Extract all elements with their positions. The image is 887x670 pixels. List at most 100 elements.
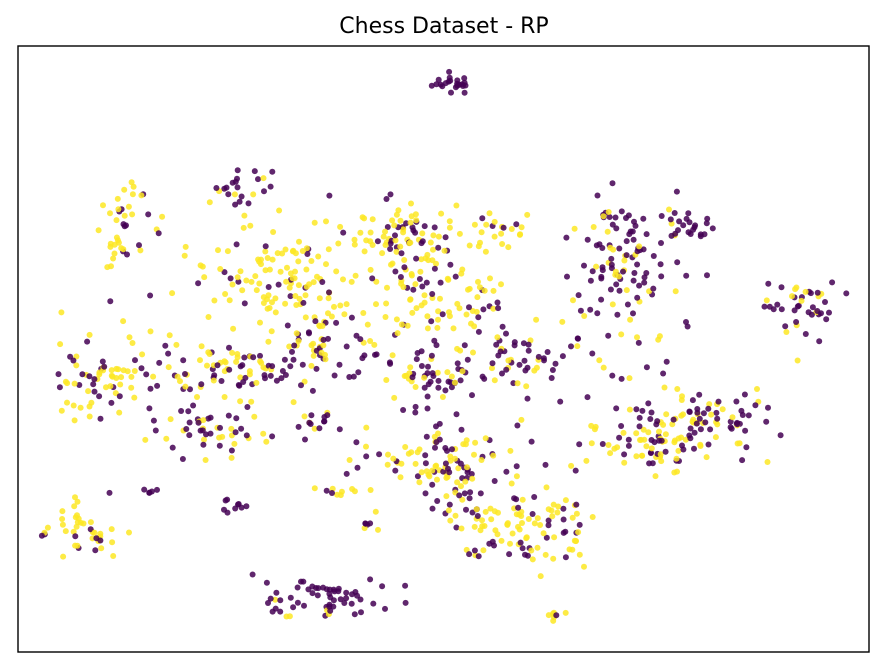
scatter-point bbox=[461, 75, 468, 82]
scatter-point bbox=[238, 425, 245, 432]
scatter-point bbox=[304, 251, 311, 257]
scatter-point bbox=[313, 365, 320, 372]
scatter-point bbox=[372, 508, 379, 515]
scatter-point bbox=[346, 374, 353, 380]
scatter-point bbox=[783, 329, 790, 335]
scatter-point bbox=[600, 364, 607, 371]
scatter-point bbox=[594, 310, 601, 317]
scatter-point bbox=[544, 349, 551, 355]
scatter-point bbox=[337, 302, 344, 309]
scatter-point bbox=[264, 255, 271, 261]
scatter-point bbox=[687, 435, 694, 442]
scatter-point bbox=[138, 192, 145, 199]
scatter-point bbox=[97, 530, 104, 537]
scatter-point bbox=[568, 462, 575, 469]
scatter-point bbox=[494, 531, 501, 538]
scatter-point bbox=[179, 456, 186, 462]
scatter-point bbox=[355, 369, 362, 376]
scatter-point bbox=[475, 243, 482, 250]
scatter-point bbox=[599, 245, 606, 251]
scatter-point bbox=[253, 287, 260, 294]
scatter-point bbox=[469, 509, 476, 516]
scatter-point bbox=[416, 446, 423, 453]
scatter-point bbox=[202, 457, 209, 463]
scatter-point bbox=[764, 459, 771, 465]
scatter-point bbox=[269, 433, 276, 440]
scatter-point bbox=[298, 382, 304, 389]
scatter-point bbox=[162, 342, 169, 349]
scatter-point bbox=[351, 236, 358, 243]
scatter-point bbox=[589, 268, 596, 275]
scatter-point bbox=[326, 192, 333, 199]
scatter-point bbox=[291, 342, 298, 349]
scatter-point bbox=[250, 191, 257, 198]
scatter-point bbox=[128, 384, 135, 391]
scatter-point bbox=[467, 489, 474, 496]
scatter-point bbox=[475, 553, 482, 560]
scatter-point bbox=[232, 505, 239, 512]
scatter-point bbox=[685, 229, 692, 236]
scatter-point bbox=[742, 427, 749, 434]
scatter-point bbox=[269, 363, 276, 370]
scatter-point bbox=[500, 224, 507, 231]
scatter-point bbox=[508, 226, 515, 232]
scatter-point bbox=[211, 297, 218, 304]
scatter-point bbox=[352, 272, 359, 279]
scatter-point bbox=[647, 450, 654, 456]
scatter-point bbox=[584, 236, 591, 243]
scatter-point bbox=[408, 271, 415, 277]
scatter-point bbox=[471, 547, 478, 554]
scatter-point bbox=[529, 556, 536, 563]
scatter-point bbox=[71, 503, 78, 510]
scatter-point bbox=[446, 218, 453, 225]
scatter-point bbox=[466, 242, 473, 249]
scatter-point bbox=[741, 391, 748, 398]
scatter-point bbox=[525, 516, 532, 522]
scatter-point bbox=[705, 405, 712, 412]
scatter-point bbox=[357, 336, 364, 343]
scatter-point bbox=[454, 300, 461, 307]
scatter-point bbox=[225, 191, 232, 198]
scatter-point bbox=[475, 278, 481, 285]
scatter-point bbox=[491, 478, 498, 484]
scatter-point bbox=[843, 290, 850, 297]
scatter-point bbox=[400, 407, 407, 413]
scatter-point bbox=[262, 248, 269, 255]
scatter-point bbox=[573, 501, 580, 508]
scatter-point bbox=[702, 419, 709, 426]
scatter-point bbox=[331, 372, 338, 379]
scatter-point bbox=[599, 441, 606, 447]
scatter-point bbox=[435, 377, 442, 384]
scatter-point bbox=[439, 394, 446, 400]
scatter-point bbox=[743, 444, 750, 451]
scatter-point bbox=[458, 525, 465, 532]
scatter-point bbox=[590, 224, 597, 230]
scatter-point bbox=[414, 473, 421, 480]
scatter-point bbox=[669, 421, 676, 428]
scatter-point bbox=[412, 409, 419, 416]
scatter-point bbox=[325, 295, 332, 302]
scatter-point bbox=[675, 447, 682, 454]
scatter-point bbox=[230, 325, 237, 332]
scatter-point bbox=[279, 250, 286, 257]
scatter-point bbox=[414, 350, 421, 356]
scatter-point bbox=[479, 215, 486, 222]
scatter-point bbox=[74, 512, 80, 519]
scatter-point bbox=[407, 364, 414, 371]
scatter-point bbox=[326, 586, 333, 593]
scatter-point bbox=[369, 242, 376, 248]
scatter-point bbox=[375, 526, 381, 533]
scatter-point bbox=[588, 440, 595, 447]
scatter-point bbox=[491, 377, 498, 384]
scatter-point bbox=[537, 573, 544, 580]
scatter-point bbox=[446, 68, 453, 75]
scatter-point bbox=[614, 311, 621, 318]
scatter-point bbox=[802, 288, 809, 295]
scatter-point bbox=[499, 323, 506, 330]
scatter-point bbox=[367, 338, 374, 344]
scatter-point bbox=[482, 508, 489, 515]
scatter-point bbox=[269, 256, 276, 263]
scatter-point bbox=[302, 436, 308, 443]
scatter-point bbox=[641, 274, 648, 281]
scatter-point bbox=[107, 298, 114, 305]
